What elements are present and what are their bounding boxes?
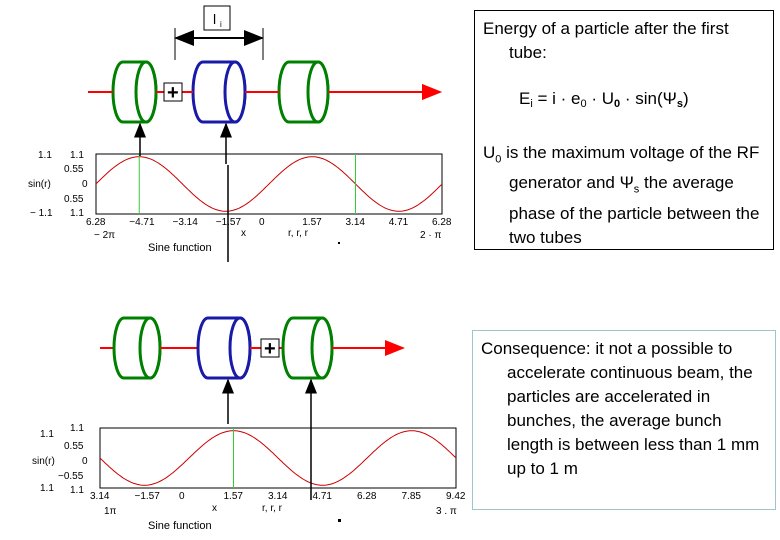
drift-tube-3-bottom xyxy=(281,316,334,380)
plot2-ytick-right-2: 0 xyxy=(82,456,88,467)
distance-label: l xyxy=(213,11,216,27)
plot1-ytick-right-2: 0 xyxy=(82,179,88,190)
plot2-x-var: x xyxy=(212,503,217,514)
drift-tube-1-top xyxy=(88,60,158,124)
plot1-x-end-right: 2 · π xyxy=(420,230,441,241)
plot1-ytick-left-2: − 1.1 xyxy=(30,208,53,219)
plot2-ytick-right-4: 1.1 xyxy=(70,485,84,496)
energy-text-box: Energy of a particle after the first tub… xyxy=(474,10,774,250)
plot1-xtick-2: −3.14 xyxy=(173,217,199,228)
consequence-text-box: Consequence: it not a possible to accele… xyxy=(472,330,776,510)
energy-heading: Energy of a particle after the first tub… xyxy=(483,19,729,62)
plot2-x-end-left: 1π xyxy=(104,506,117,517)
plot1-xtick-5: 1.57 xyxy=(302,217,322,228)
plot2-xtick-6: 6.28 xyxy=(357,491,377,502)
plot2-x-mid: r, r, r xyxy=(262,503,283,514)
plot1-xtick-4: 0 xyxy=(259,217,265,228)
plot2-xtick-4: 3.14 xyxy=(268,491,288,502)
drift-tube-2-bottom xyxy=(196,316,252,380)
plot1-x-end-left: − 2π xyxy=(94,230,115,241)
plot1-ytick-right-4: 1.1 xyxy=(70,208,84,219)
drift-tube-1-bottom xyxy=(112,316,162,380)
plot2-ytick-left-2: 1.1 xyxy=(40,483,54,494)
distance-label-box: l i xyxy=(203,5,231,31)
plot2-ytick-right-1: 0.55 xyxy=(64,441,84,452)
plot2-xtick-5: 4.71 xyxy=(313,491,333,502)
plot1-xtick-7: 4.71 xyxy=(389,217,409,228)
plot2-xtick-0: 3.14 xyxy=(90,491,110,502)
drift-tube-2-top xyxy=(191,60,247,124)
plot1-x-mid: r, r, r xyxy=(288,228,309,239)
energy-formula: Ei = i · e0 · U0 · sin(Ψs) xyxy=(519,89,689,110)
plot2-ytick-left-1: sin(r) xyxy=(32,456,55,467)
svg-text:+: + xyxy=(264,338,276,360)
plot1-ytick-right-1: 0.55 xyxy=(64,164,84,175)
plot1-ytick-left-1: sin(r) xyxy=(28,179,51,190)
plot-1: 1.1 sin(r) − 1.1 1.1 0.55 0 0.55 1.1 6.2… xyxy=(28,150,452,254)
plot2-xtick-8: 9.42 xyxy=(446,491,466,502)
plot1-ytick-left-0: 1.1 xyxy=(38,150,52,161)
plot2-ytick-right-0: 1.1 xyxy=(70,423,84,434)
plot1-xtick-0: 6.28 xyxy=(86,217,106,228)
particle-plus-top: + xyxy=(163,82,183,104)
plot1-ytick-right-3: 0.55 xyxy=(64,194,84,205)
plot1-xtick-8: 6.28 xyxy=(432,217,452,228)
plot2-ytick-left-0: 1.1 xyxy=(40,429,54,440)
plot1-x-var: x xyxy=(241,228,246,239)
plot1-sine-curve xyxy=(95,156,443,212)
plot2-xtick-1: −1.57 xyxy=(135,491,161,502)
consequence-text: Consequence: it not a possible to accele… xyxy=(481,339,760,478)
particle-plus-bottom: + xyxy=(260,338,280,360)
plot2-xtick-2: 0 xyxy=(179,491,185,502)
plot1-ytick-right-0: 1.1 xyxy=(70,150,84,161)
plot1-caption: Sine function xyxy=(148,242,212,254)
drift-tube-3-top xyxy=(277,60,330,124)
plot2-sine-curve xyxy=(99,430,457,486)
plot2-xtick-7: 7.85 xyxy=(402,491,422,502)
plot1-xtick-6: 3.14 xyxy=(346,217,366,228)
plot2-ytick-right-3: −0.55 xyxy=(58,471,84,482)
plot2-x-end-right: 3 . π xyxy=(436,506,457,517)
plot-2: 1.1 sin(r) 1.1 1.1 0.55 0 −0.55 1.1 3.14… xyxy=(32,423,466,532)
distance-sub: i xyxy=(220,20,222,29)
plot1-xtick-1: −4.71 xyxy=(129,217,155,228)
voltage-description: U0 is the maximum voltage of the RF gene… xyxy=(483,143,760,247)
distance-arrow xyxy=(174,28,264,60)
svg-text:+: + xyxy=(167,82,179,104)
plot2-caption: Sine function xyxy=(148,520,212,532)
plot2-xtick-3: 1.57 xyxy=(224,491,244,502)
